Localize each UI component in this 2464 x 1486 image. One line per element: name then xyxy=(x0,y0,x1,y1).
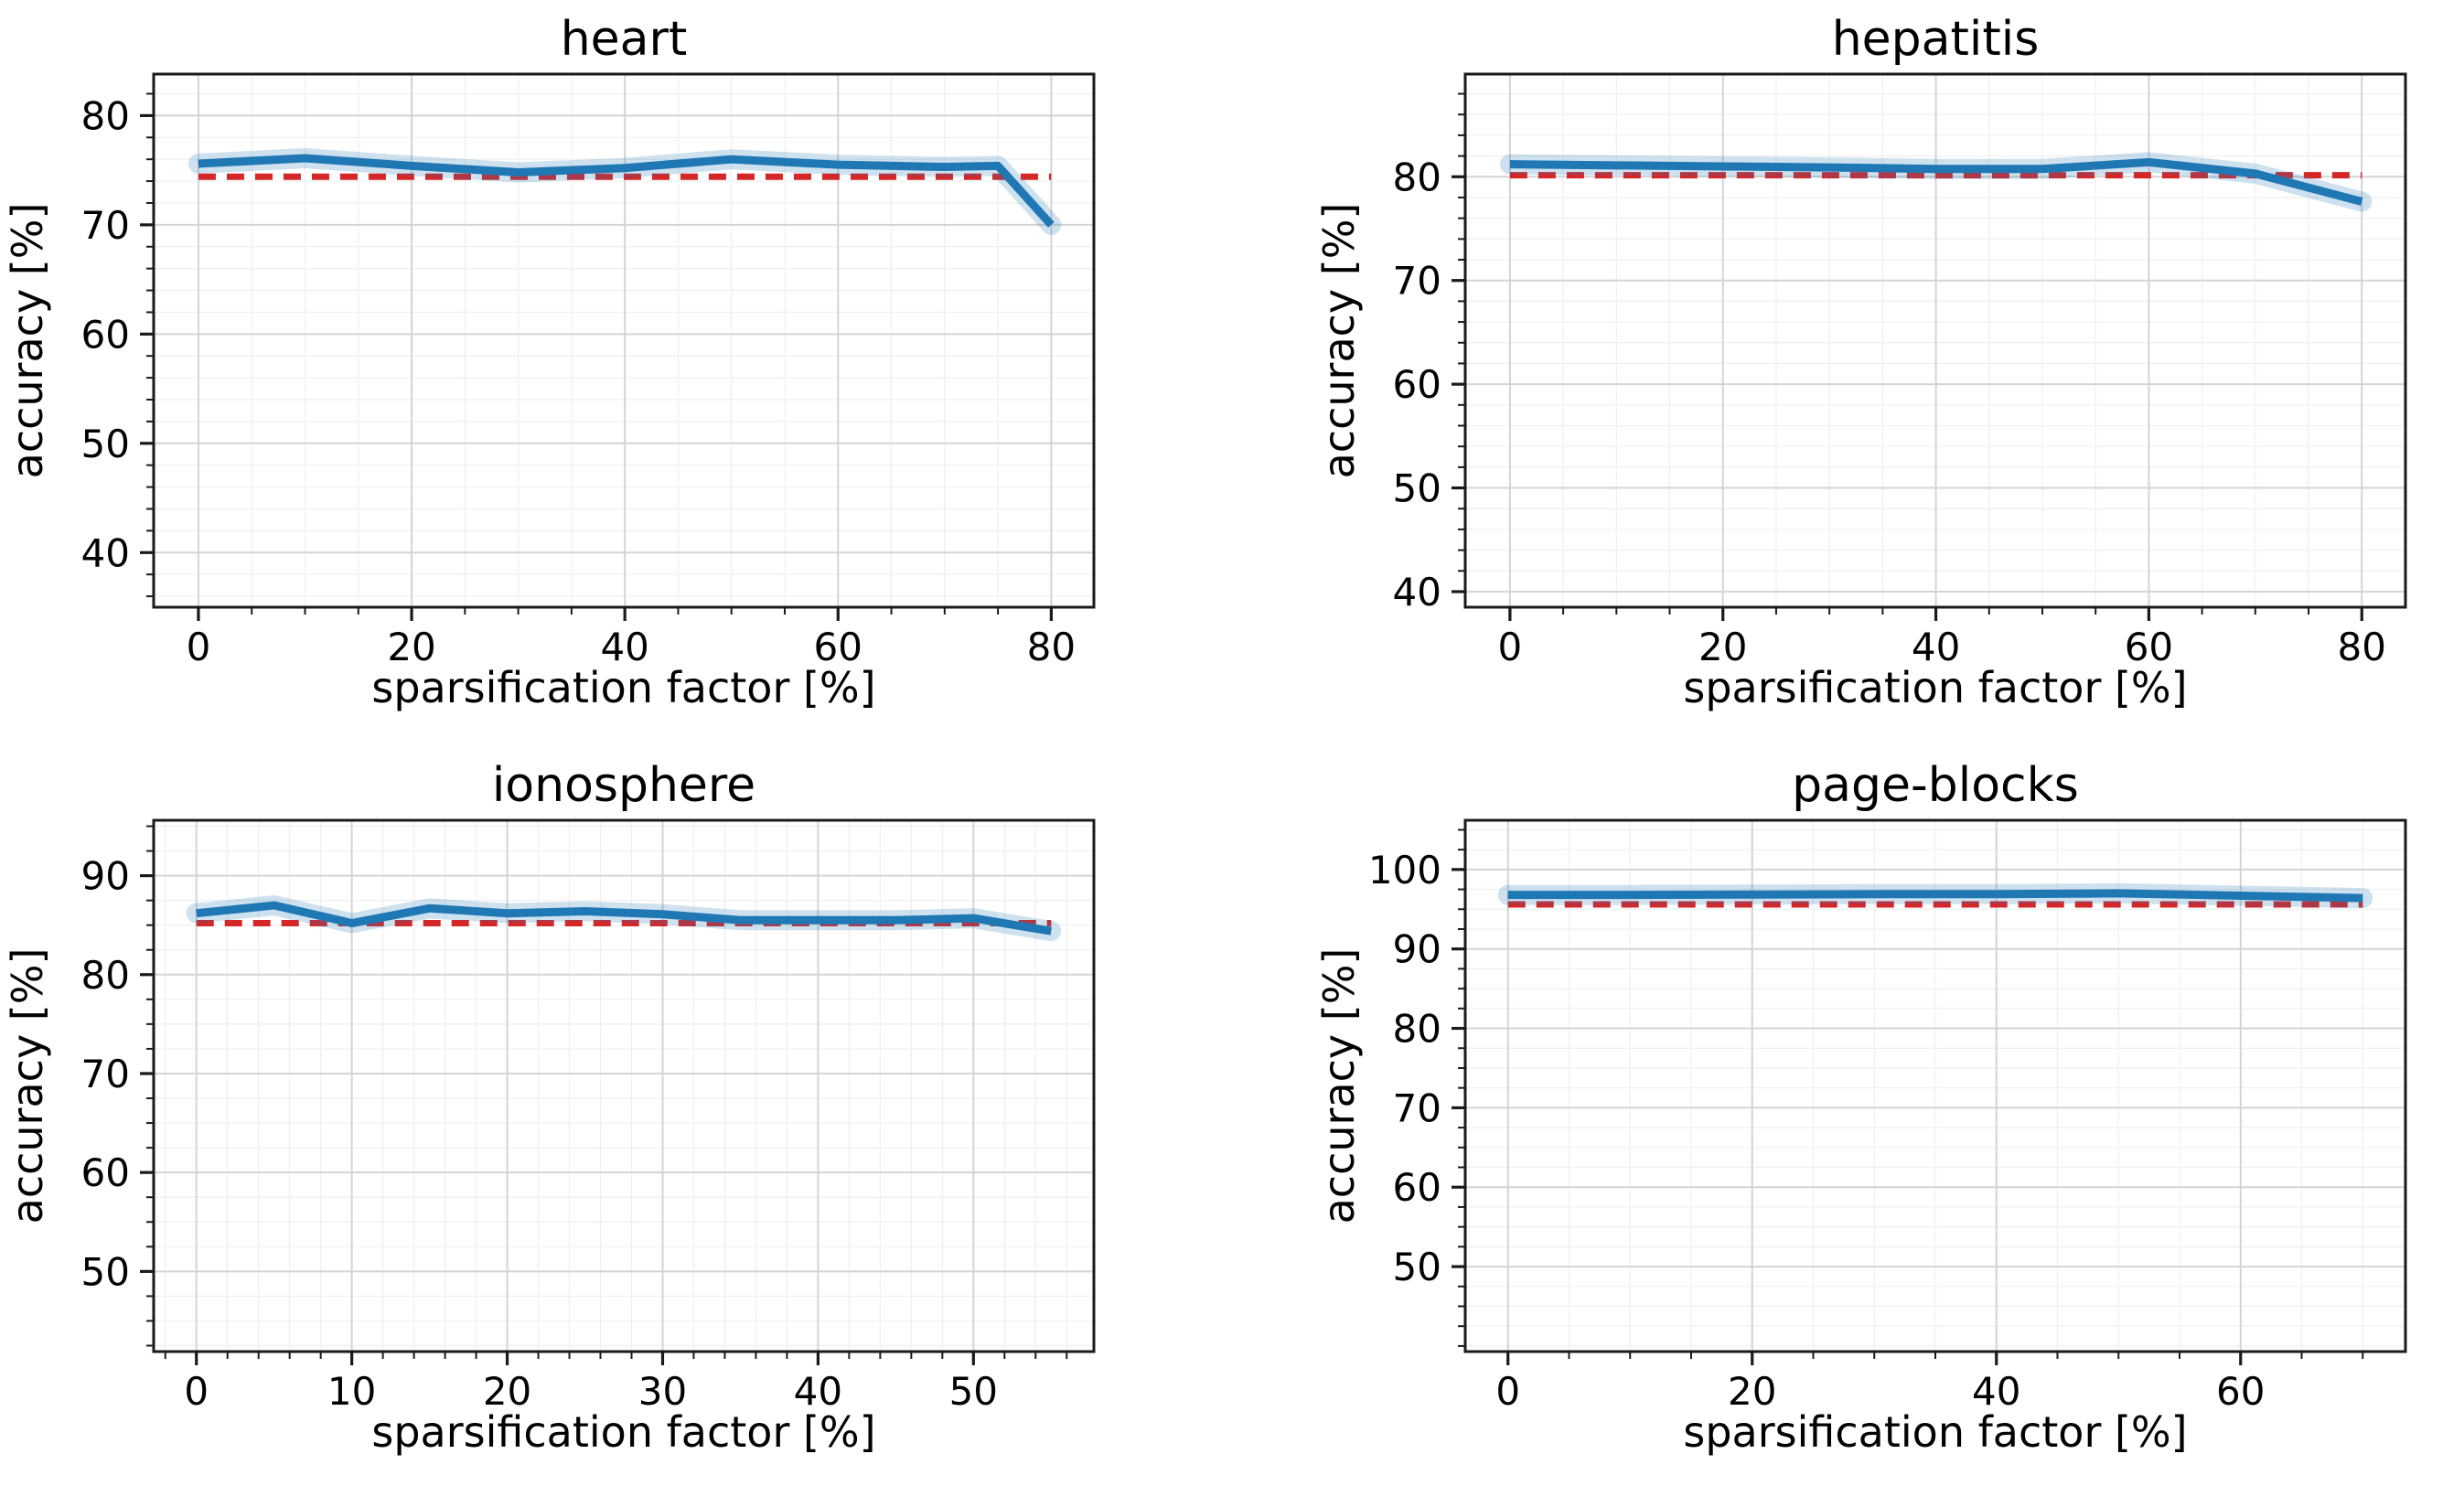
tick-marks xyxy=(1452,829,2364,1365)
y-tick-label: 80 xyxy=(81,953,130,998)
y-tick-label: 40 xyxy=(81,530,130,575)
subplot-heart: 0 20 40 60 80 40 50 60 70 80 heart sparsification f… xyxy=(3,12,1096,712)
x-tick-label: 0 xyxy=(184,1369,209,1414)
major-grid xyxy=(154,820,1094,1352)
minor-grid xyxy=(1465,820,2405,1352)
x-axis-label: sparsification factor [%] xyxy=(1683,1407,2187,1457)
y-tick-label: 60 xyxy=(81,1150,130,1195)
subplot-hepatitis: 0 20 40 60 80 40 50 60 70 80 hepatitis sparsificati… xyxy=(1314,12,2407,712)
x-tick-label: 40 xyxy=(794,1369,842,1414)
y-axis-label: accuracy [%] xyxy=(3,948,52,1224)
x-tick-label: 0 xyxy=(1495,1369,1520,1414)
y-tick-label: 60 xyxy=(1393,1165,1441,1210)
y-tick-label: 90 xyxy=(1393,927,1441,972)
x-tick-label: 60 xyxy=(2216,1369,2265,1414)
x-tick-label: 0 xyxy=(1498,625,1523,669)
x-tick-label: 80 xyxy=(2338,625,2386,669)
x-axis-label: sparsification factor [%] xyxy=(1683,663,2187,712)
x-tick-label: 80 xyxy=(1027,625,1076,669)
x-tick-label: 20 xyxy=(483,1369,531,1414)
major-grid xyxy=(1465,820,2405,1352)
x-tick-label: 10 xyxy=(327,1369,376,1414)
subplot-ionosphere: 0 10 20 30 40 50 50 60 70 80 90 ionosphere sparsific… xyxy=(3,758,1096,1457)
y-axis-label: accuracy [%] xyxy=(1314,203,1364,479)
plot-title: ionosphere xyxy=(492,758,755,813)
x-tick-label: 40 xyxy=(600,625,648,669)
axes-frame xyxy=(152,818,1096,1353)
data-line xyxy=(196,901,1053,935)
x-tick-label: 40 xyxy=(1972,1369,2020,1414)
y-axis-label: accuracy [%] xyxy=(1314,948,1364,1224)
y-tick-label: 50 xyxy=(1393,1245,1441,1289)
plot-title: page-blocks xyxy=(1792,758,2079,813)
tick-marks xyxy=(1452,92,2363,621)
x-tick-label: 20 xyxy=(1728,1369,1776,1414)
y-tick-label: 90 xyxy=(81,854,130,899)
major-grid xyxy=(154,74,1094,607)
y-tick-label: 50 xyxy=(81,422,130,466)
x-tick-label: 50 xyxy=(949,1369,998,1414)
x-tick-label: 40 xyxy=(1912,625,1960,669)
y-tick-label: 80 xyxy=(81,93,130,138)
x-tick-label: 0 xyxy=(187,625,211,669)
y-tick-label: 50 xyxy=(1393,466,1441,511)
x-tick-label: 20 xyxy=(1698,625,1747,669)
x-tick-label: 30 xyxy=(638,1369,687,1414)
x-tick-label: 60 xyxy=(814,625,862,669)
y-tick-label: 70 xyxy=(81,1052,130,1096)
y-tick-label: 80 xyxy=(1393,1007,1441,1052)
data-line xyxy=(198,154,1055,228)
y-tick-label: 80 xyxy=(1393,155,1441,199)
x-tick-label: 60 xyxy=(2125,625,2173,669)
data-line xyxy=(1509,157,2363,206)
x-axis-label: sparsification factor [%] xyxy=(371,663,875,712)
plot-title: heart xyxy=(561,12,688,67)
y-tick-label: 100 xyxy=(1368,848,1441,893)
x-tick-label: 20 xyxy=(387,625,435,669)
x-axis-label: sparsification factor [%] xyxy=(371,1407,875,1457)
subplot-page-blocks: 0 20 40 60 50 60 70 80 90 100 page-blocks sparsific… xyxy=(1314,758,2407,1457)
data-line xyxy=(1507,889,2363,903)
y-tick-label: 50 xyxy=(81,1249,130,1294)
y-tick-label: 60 xyxy=(1393,362,1441,407)
y-tick-label: 70 xyxy=(1393,259,1441,304)
y-tick-label: 70 xyxy=(81,203,130,248)
y-tick-label: 40 xyxy=(1393,570,1441,615)
tick-marks xyxy=(140,92,1053,621)
y-tick-label: 70 xyxy=(1393,1085,1441,1130)
plot-title: hepatitis xyxy=(1832,12,2040,67)
y-tick-label: 60 xyxy=(81,312,130,357)
y-axis-label: accuracy [%] xyxy=(3,203,52,479)
tick-marks xyxy=(140,825,1068,1365)
